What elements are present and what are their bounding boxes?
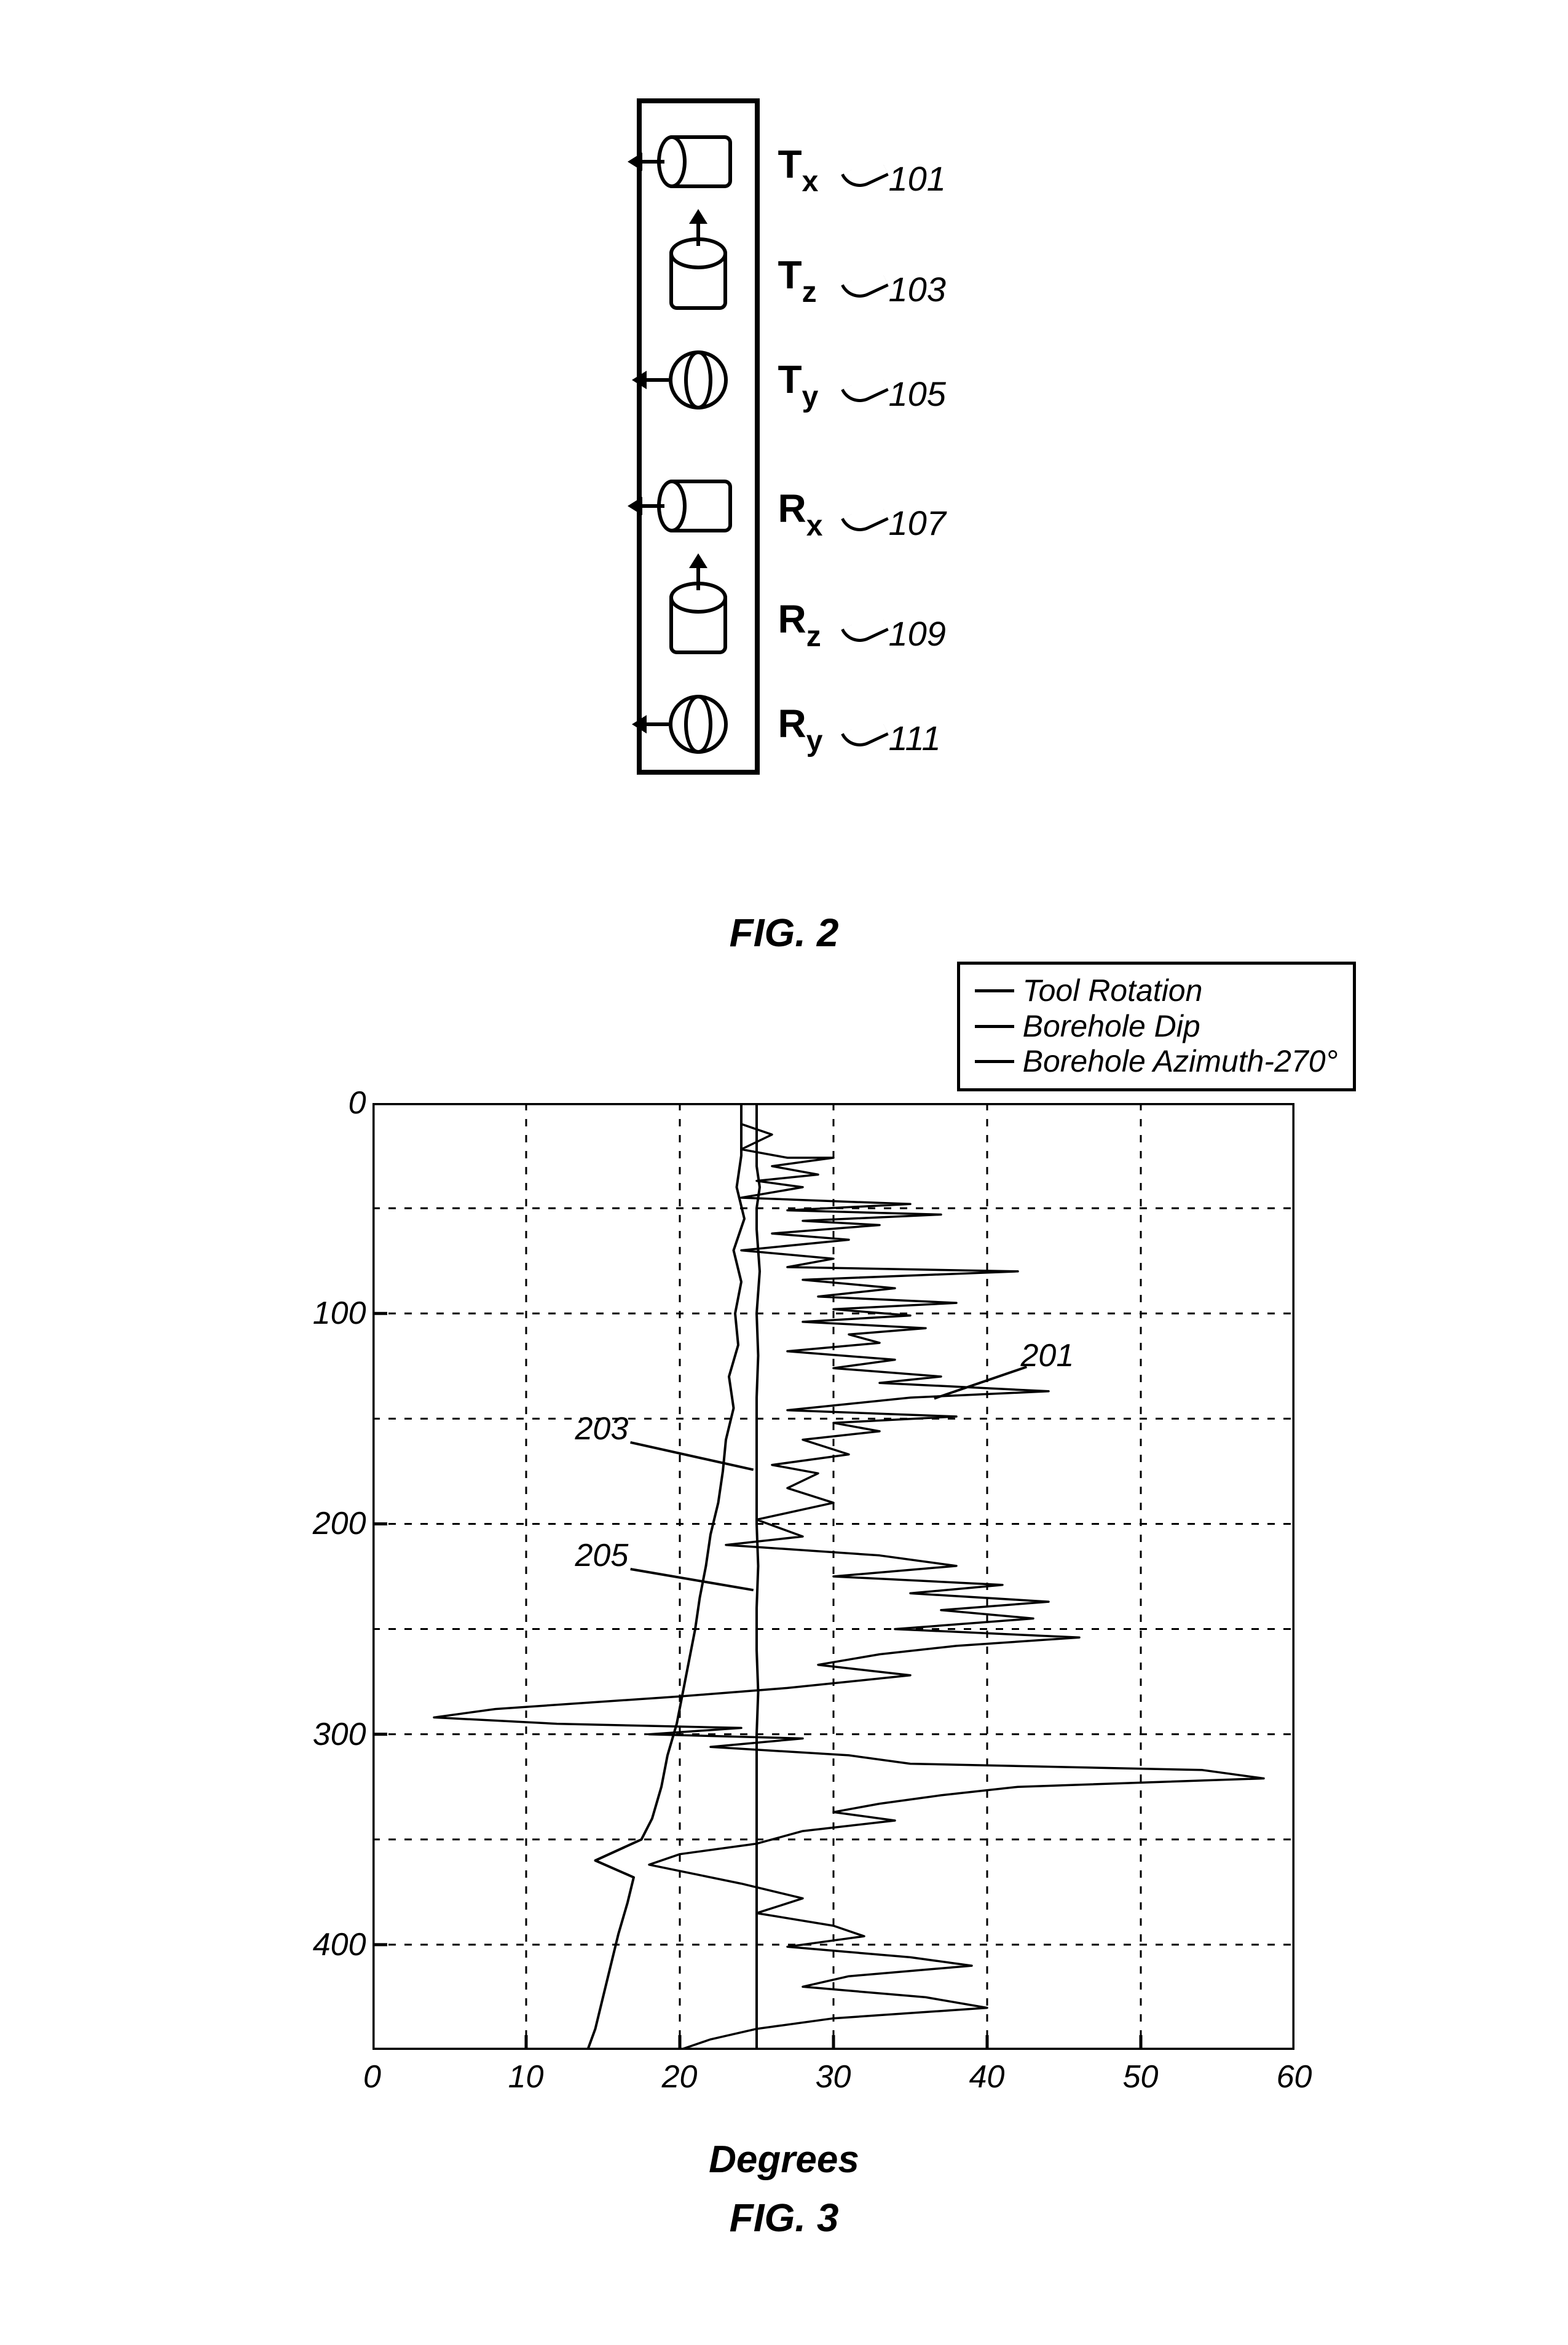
legend-swatch-icon — [975, 1025, 1014, 1028]
callout-ref: 203 — [575, 1410, 629, 1447]
arrow-left-icon — [641, 160, 664, 164]
x-tick-label: 10 — [508, 2058, 544, 2095]
x-tick-label: 20 — [662, 2058, 698, 2095]
arrow-left-icon — [645, 378, 669, 382]
coil-tz: Tz 103 — [477, 227, 1092, 326]
coil-ry: Ry 111 — [477, 676, 1092, 775]
callout-ref: 201 — [1021, 1337, 1074, 1374]
ref-number: 105 — [889, 374, 946, 414]
coil-rx: Rx 107 — [477, 461, 1092, 560]
ref-number: 109 — [889, 614, 946, 654]
fig-2: Tx 101 Tz 103 Ty 105 Rx 107 Rz 109 Ry 111 — [477, 98, 1092, 873]
coil-icon — [669, 350, 728, 409]
ref-number: 103 — [889, 269, 946, 309]
coil-icon — [669, 246, 727, 310]
ref-number: 111 — [889, 718, 941, 758]
arrow-left-icon — [641, 504, 664, 508]
y-tick-label: 300 — [299, 1716, 366, 1753]
arrow-up-icon — [696, 223, 700, 246]
arrow-left-icon — [645, 722, 669, 726]
x-axis-label: Degrees — [709, 2138, 859, 2181]
leader-line-icon — [841, 372, 889, 409]
y-tick-label: 400 — [299, 1926, 366, 1963]
coil-label: Rz — [778, 596, 821, 649]
legend-item: Borehole Azimuth-270° — [975, 1044, 1338, 1080]
leader-line-icon — [841, 267, 889, 304]
leader-line-icon — [841, 716, 889, 753]
arrow-up-icon — [696, 567, 700, 590]
ref-number: 107 — [889, 503, 946, 543]
coil-label: Tx — [778, 141, 819, 194]
y-tick-label: 200 — [299, 1505, 366, 1542]
x-tick-label: 40 — [969, 2058, 1005, 2095]
coil-label: Tz — [778, 252, 817, 304]
legend-label: Tool Rotation — [1023, 973, 1203, 1009]
legend-swatch-icon — [975, 1060, 1014, 1063]
y-tick-label: 0 — [299, 1085, 366, 1121]
coil-icon — [664, 135, 732, 188]
legend-item: Borehole Dip — [975, 1009, 1338, 1045]
coil-icon — [664, 480, 732, 532]
ref-number: 101 — [889, 159, 946, 199]
coil-icon — [669, 695, 728, 754]
legend-item: Tool Rotation — [975, 973, 1338, 1009]
coil-rz: Rz 109 — [477, 572, 1092, 670]
callout-ref: 205 — [575, 1537, 629, 1574]
x-tick-label: 60 — [1277, 2058, 1312, 2095]
legend-label: Borehole Dip — [1023, 1009, 1200, 1045]
chart-plot — [372, 1103, 1294, 2050]
coil-label: Ry — [778, 701, 823, 753]
legend-label: Borehole Azimuth-270° — [1023, 1044, 1338, 1080]
coil-tx: Tx 101 — [477, 117, 1092, 215]
fig-2-caption: FIG. 2 — [160, 910, 1408, 955]
x-tick-label: 30 — [816, 2058, 851, 2095]
page: Tx 101 Tz 103 Ty 105 Rx 107 Rz 109 Ry 111 FIG. 2 To… — [0, 0, 1568, 2345]
fig-3-caption: FIG. 3 — [213, 2195, 1356, 2240]
legend-swatch-icon — [975, 989, 1014, 992]
leader-line-icon — [841, 501, 889, 538]
y-tick-label: 100 — [299, 1295, 366, 1332]
fig-3: Tool Rotation Borehole Dip Borehole Azim… — [213, 962, 1356, 2240]
coil-label: Ty — [778, 357, 819, 409]
leader-line-icon — [841, 612, 889, 649]
leader-line-icon — [841, 157, 889, 194]
legend: Tool Rotation Borehole Dip Borehole Azim… — [957, 962, 1356, 1091]
x-tick-label: 0 — [363, 2058, 381, 2095]
coil-ty: Ty 105 — [477, 332, 1092, 430]
coil-icon — [669, 590, 727, 654]
x-tick-label: 50 — [1123, 2058, 1159, 2095]
coil-label: Rx — [778, 486, 823, 538]
